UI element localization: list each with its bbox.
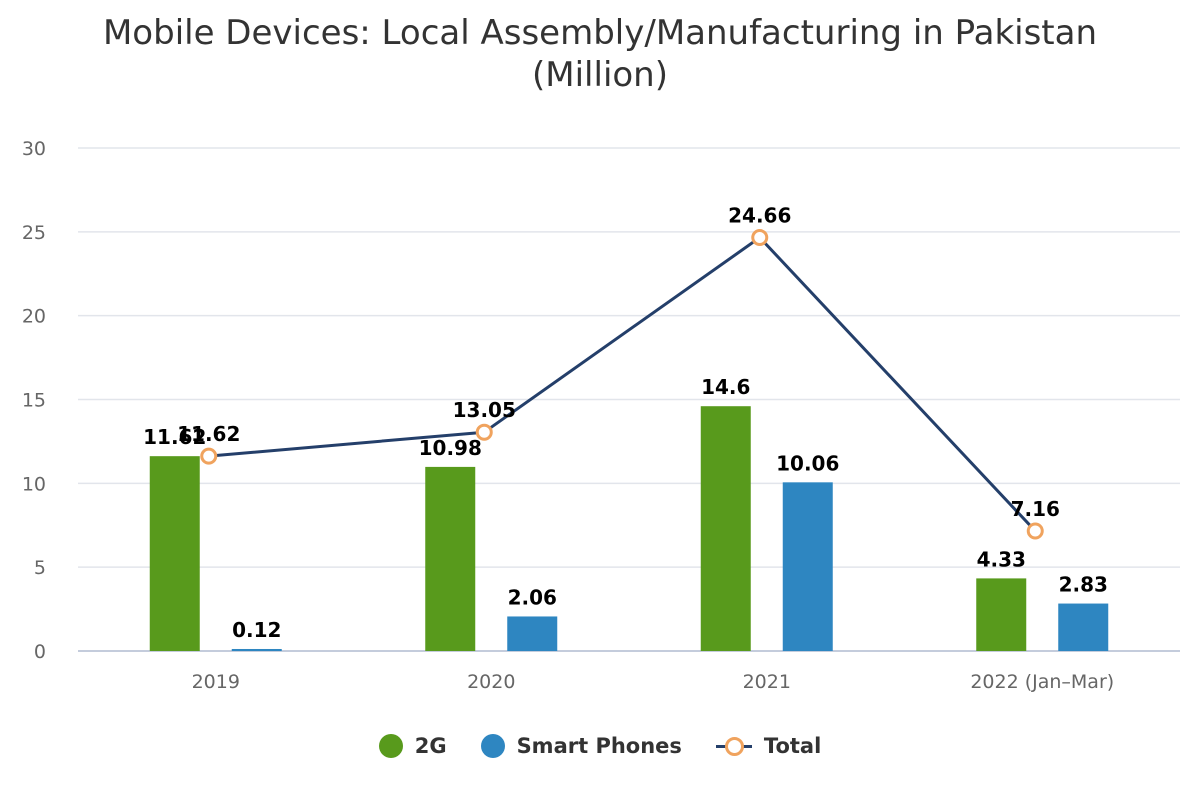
data-label-smart-phones-2: 10.06 bbox=[776, 451, 839, 475]
bar-2g-1 bbox=[425, 466, 476, 651]
total-marker-0 bbox=[200, 447, 218, 465]
x-tick-label-0: 2019 bbox=[192, 671, 240, 693]
y-tick-label-30: 30 bbox=[22, 138, 46, 160]
bar-2g-3 bbox=[976, 578, 1027, 651]
bar-smart-phones-0 bbox=[231, 648, 282, 651]
x-tick-label-1: 2020 bbox=[467, 671, 515, 693]
chart-title: Mobile Devices: Local Assembly/Manufactu… bbox=[0, 12, 1200, 96]
y-tick-label-20: 20 bbox=[22, 306, 46, 328]
y-tick-label-15: 15 bbox=[22, 390, 46, 412]
bar-2g-0 bbox=[149, 456, 200, 651]
bar-smart-phones-3 bbox=[1058, 603, 1109, 651]
data-label-total-3: 7.16 bbox=[1011, 497, 1060, 521]
data-label-2g-3: 4.33 bbox=[977, 547, 1026, 571]
data-label-2g-0: 11.62 bbox=[143, 425, 206, 449]
legend-item-total[interactable]: Total bbox=[715, 734, 822, 758]
legend-smart-phones-swatch bbox=[480, 734, 505, 758]
total-marker-3 bbox=[1026, 522, 1044, 540]
data-label-smart-phones-3: 2.83 bbox=[1059, 573, 1108, 597]
data-label-smart-phones-0: 0.12 bbox=[232, 618, 281, 642]
x-tick-label-3: 2022 (Jan–Mar) bbox=[970, 671, 1114, 693]
total-marker-2 bbox=[751, 229, 769, 247]
y-tick-label-5: 5 bbox=[34, 557, 46, 579]
legend-2g-label: 2G bbox=[414, 734, 447, 758]
chart-title-line-2: (Million) bbox=[532, 55, 668, 95]
line-series bbox=[200, 229, 1044, 540]
total-line bbox=[208, 236, 1037, 532]
chart-title-line-1: Mobile Devices: Local Assembly/Manufactu… bbox=[102, 13, 1098, 53]
gridlines bbox=[78, 147, 1180, 652]
y-axis-ticks: 0 5 10 15 20 25 30 bbox=[22, 138, 46, 663]
y-tick-label-25: 25 bbox=[22, 222, 46, 244]
legend-total-swatch bbox=[715, 734, 752, 758]
data-labels: 11.62 10.98 14.6 4.33 0.12 2.06 10.06 2.83 11.62… bbox=[143, 204, 1108, 642]
data-label-smart-phones-1: 2.06 bbox=[508, 585, 557, 609]
bar-smart-phones-2 bbox=[782, 482, 833, 651]
x-axis-ticks: 2019 2020 2021 2022 (Jan–Mar) bbox=[192, 671, 1115, 693]
data-label-2g-2: 14.6 bbox=[701, 375, 750, 399]
data-label-total-2: 24.66 bbox=[728, 204, 791, 228]
data-label-total-1: 13.05 bbox=[453, 398, 516, 422]
legend-item-smart-phones[interactable]: Smart Phones bbox=[480, 734, 682, 758]
total-marker-1 bbox=[475, 423, 493, 441]
bar-series bbox=[149, 406, 1109, 651]
y-tick-label-0: 0 bbox=[34, 641, 46, 663]
legend-item-2g[interactable]: 2G bbox=[378, 734, 447, 758]
legend-total-label: Total bbox=[763, 734, 822, 758]
legend-2g-swatch bbox=[378, 734, 403, 758]
bar-smart-phones-1 bbox=[507, 616, 558, 651]
legend-smart-phones-label: Smart Phones bbox=[516, 734, 682, 758]
x-tick-label-2: 2021 bbox=[743, 671, 791, 693]
bar-2g-2 bbox=[700, 406, 751, 651]
legend: 2G Smart Phones Total bbox=[0, 728, 1200, 764]
y-tick-label-10: 10 bbox=[22, 473, 46, 495]
data-label-total-0: 11.62 bbox=[177, 422, 240, 446]
data-label-2g-1: 10.98 bbox=[419, 436, 482, 460]
